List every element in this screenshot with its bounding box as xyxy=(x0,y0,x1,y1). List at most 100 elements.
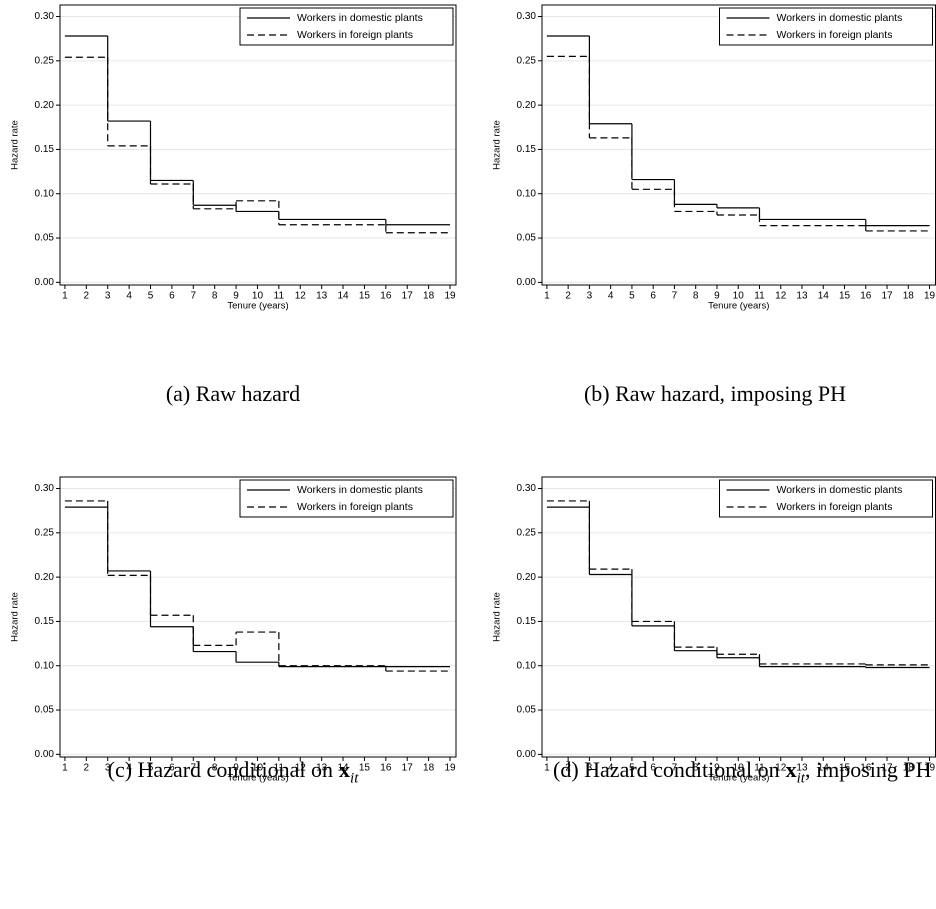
x-tick-label: 7 xyxy=(672,291,678,302)
legend-label: Workers in domestic plants xyxy=(777,12,903,24)
plot-frame xyxy=(541,476,936,758)
caption: (a) Raw hazard xyxy=(38,379,428,409)
x-tick-label: 1 xyxy=(544,291,550,302)
y-tick-label: 0.20 xyxy=(35,572,55,583)
x-tick-label: 6 xyxy=(650,291,656,302)
y-tick-label: 0.30 xyxy=(35,483,55,494)
chart-panel: 0.000.050.100.150.200.250.301 2 3 4 5 6 7 8 9 10 1… xyxy=(10,476,457,784)
caption-text: (d) Hazard conditional on xyxy=(553,757,780,782)
x-tick-label: 6 xyxy=(650,763,656,774)
y-tick-label: 0.30 xyxy=(517,11,537,22)
caption-text: (c) Hazard conditional on xyxy=(107,757,334,782)
caption-math: x xyxy=(785,757,797,782)
plot-frame xyxy=(59,4,457,286)
x-tick-label: 3 xyxy=(587,291,593,302)
y-tick-label: 0.20 xyxy=(517,572,537,583)
y-axis-label: Hazard rate xyxy=(10,592,21,642)
chart-panel: 0.000.050.100.150.200.250.301 2 3 4 5 6 7 8 9 10 1… xyxy=(10,4,457,312)
x-tick-label: 10 xyxy=(252,291,264,302)
y-tick-label: 0.00 xyxy=(35,277,55,288)
x-tick-label: 4 xyxy=(126,291,132,302)
x-tick-label: 4 xyxy=(126,763,132,774)
x-tick-label: 18 xyxy=(423,291,435,302)
y-tick-label: 0.00 xyxy=(35,749,55,760)
y-tick-label: 0.30 xyxy=(35,11,55,22)
chart-panel: 0.000.050.100.150.200.250.301 2 3 4 5 6 7 8 9 10 1… xyxy=(492,4,936,312)
x-tick-label: 14 xyxy=(818,291,830,302)
y-tick-label: 0.25 xyxy=(517,55,537,66)
x-tick-label: 6 xyxy=(169,763,175,774)
x-tick-label: 3 xyxy=(105,763,111,774)
legend-label: Workers in domestic plants xyxy=(777,484,903,496)
legend-box xyxy=(719,7,933,46)
plot-frame xyxy=(59,476,457,758)
x-tick-label: 16 xyxy=(860,291,872,302)
x-tick-label: 19 xyxy=(924,763,936,774)
x-tick-label: 14 xyxy=(337,763,349,774)
x-tick-label: 8 xyxy=(693,291,699,302)
legend-box xyxy=(239,7,454,46)
x-tick-label: 19 xyxy=(444,763,456,774)
x-tick-label: 9 xyxy=(233,291,239,302)
x-tick-label: 8 xyxy=(212,291,218,302)
x-tick-label: 13 xyxy=(316,763,328,774)
x-tick-label: 18 xyxy=(903,291,915,302)
x-tick-label: 19 xyxy=(924,291,936,302)
x-tick-label: 7 xyxy=(191,291,197,302)
x-tick-label: 15 xyxy=(359,291,371,302)
x-tick-label: 14 xyxy=(818,763,830,774)
x-tick-label: 8 xyxy=(693,763,699,774)
chart-panel: 0.000.050.100.150.200.250.301 2 3 4 5 6 7 8 9 10 1… xyxy=(492,476,936,784)
y-tick-label: 0.15 xyxy=(517,616,537,627)
caption-math: x xyxy=(339,757,351,782)
x-tick-label: 17 xyxy=(881,291,893,302)
x-tick-label: 5 xyxy=(629,291,635,302)
caption-text: (a) Raw hazard xyxy=(165,381,301,406)
x-tick-label: 18 xyxy=(423,763,435,774)
x-tick-label: 19 xyxy=(444,291,456,302)
x-tick-label: 5 xyxy=(148,763,154,774)
y-tick-label: 0.15 xyxy=(35,144,55,155)
x-tick-label: 16 xyxy=(860,763,872,774)
x-tick-label: 9 xyxy=(714,291,720,302)
legend-label: Workers in domestic plants xyxy=(297,12,423,24)
caption-text: (b) Raw hazard, imposing PH xyxy=(583,381,847,406)
x-tick-label: 15 xyxy=(839,291,851,302)
x-tick-label: 12 xyxy=(295,291,307,302)
y-axis-label: Hazard rate xyxy=(10,120,21,170)
x-tick-label: 2 xyxy=(565,763,571,774)
y-tick-label: 0.20 xyxy=(35,100,55,111)
x-tick-label: 6 xyxy=(169,291,175,302)
x-tick-label: 16 xyxy=(380,291,392,302)
x-tick-label: 5 xyxy=(148,291,154,302)
y-tick-label: 0.10 xyxy=(35,660,55,671)
y-tick-label: 0.05 xyxy=(517,705,537,716)
x-tick-label: 17 xyxy=(881,763,893,774)
x-tick-label: 15 xyxy=(359,763,371,774)
x-tick-label: 11 xyxy=(754,763,765,774)
x-tick-label: 14 xyxy=(337,291,349,302)
caption-text: , imposing PH xyxy=(804,757,932,782)
x-tick-label: 7 xyxy=(191,763,197,774)
x-axis-label: Tenure (years) xyxy=(708,301,769,312)
plot-frame xyxy=(541,4,936,286)
y-axis-label: Hazard rate xyxy=(492,120,503,170)
x-tick-label: 3 xyxy=(587,763,593,774)
legend-label: Workers in foreign plants xyxy=(297,501,413,513)
x-tick-label: 17 xyxy=(402,291,414,302)
y-tick-label: 0.10 xyxy=(517,188,537,199)
x-tick-label: 1 xyxy=(62,291,68,302)
y-tick-label: 0.05 xyxy=(517,233,537,244)
y-tick-label: 0.25 xyxy=(35,55,55,66)
x-tick-label: 12 xyxy=(295,763,307,774)
y-tick-label: 0.10 xyxy=(517,660,537,671)
x-tick-label: 1 xyxy=(544,763,550,774)
legend-box xyxy=(239,479,454,518)
x-tick-label: 4 xyxy=(608,763,614,774)
x-tick-label: 11 xyxy=(274,763,285,774)
x-tick-label: 18 xyxy=(903,763,915,774)
legend-label: Workers in foreign plants xyxy=(777,29,893,41)
y-tick-label: 0.00 xyxy=(517,749,537,760)
x-tick-label: 8 xyxy=(212,763,218,774)
